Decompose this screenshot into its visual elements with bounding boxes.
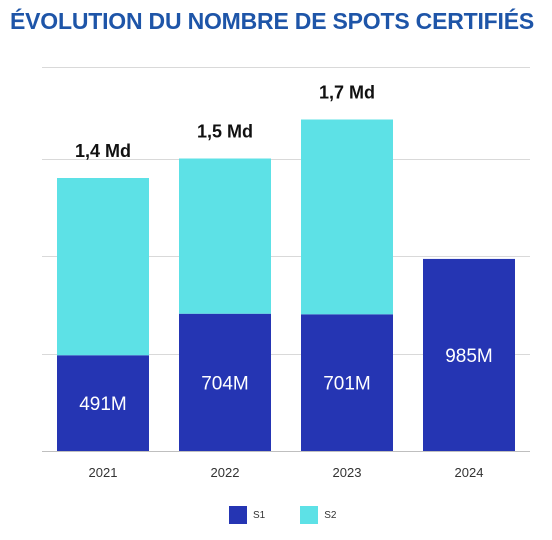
data-label-s1-2021: 491M bbox=[79, 394, 127, 415]
legend-label-s1: S1 bbox=[253, 509, 266, 521]
legend-item-s2: S2 bbox=[300, 506, 336, 524]
x-tick-label-2023: 2023 bbox=[333, 465, 362, 480]
data-label-s1-2022: 704M bbox=[201, 373, 249, 394]
x-tick-label-2021: 2021 bbox=[89, 465, 118, 480]
legend-label-s2: S2 bbox=[324, 509, 337, 521]
stacked-bar-chart: 491M 1,4 Md 2021 704M 1,5 Md 2022 701M 1,7 Md 20… bbox=[42, 67, 530, 480]
legend-swatch-s2 bbox=[300, 506, 319, 524]
legend-item-s1: S1 bbox=[229, 506, 265, 524]
x-tick-label-2022: 2022 bbox=[211, 465, 240, 480]
data-label-s1-2023: 701M bbox=[323, 374, 371, 395]
bar-s1-2022 bbox=[179, 313, 271, 451]
total-label-2023: 1,7 Md bbox=[319, 83, 375, 103]
x-tick-label-2024: 2024 bbox=[455, 465, 484, 480]
bar-s2-2023 bbox=[301, 119, 393, 315]
bar-s1-2024 bbox=[423, 258, 515, 451]
bar-s2-2021 bbox=[57, 178, 149, 356]
legend: S1 S2 bbox=[229, 506, 371, 524]
bar-s1-2021 bbox=[57, 355, 149, 451]
data-label-s1-2024: 985M bbox=[445, 346, 493, 367]
bar-s2-2022 bbox=[179, 158, 271, 314]
total-label-2021: 1,4 Md bbox=[75, 141, 131, 161]
legend-swatch-s1 bbox=[229, 506, 247, 524]
total-label-2022: 1,5 Md bbox=[197, 122, 253, 142]
chart-title: ÉVOLUTION DU NOMBRE DE SPOTS CERTIFIÉS bbox=[10, 8, 534, 34]
bar-s1-2023 bbox=[301, 314, 393, 451]
